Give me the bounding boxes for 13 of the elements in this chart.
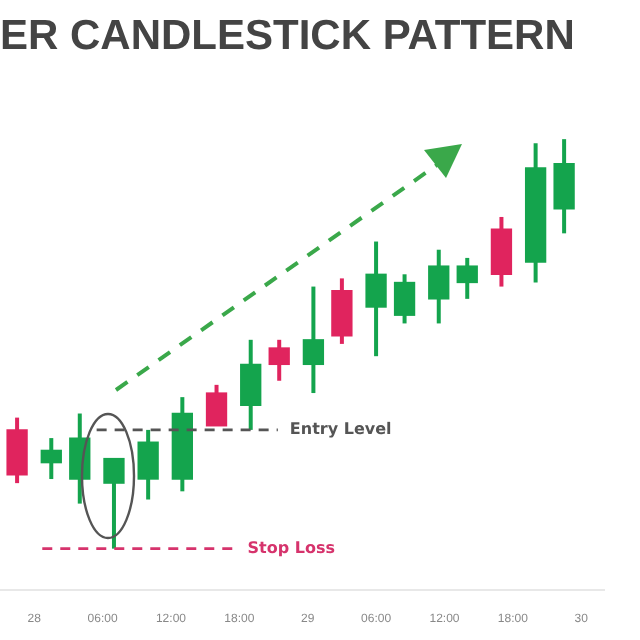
ref-line-label: Stop Loss xyxy=(247,538,336,557)
candlestick xyxy=(137,427,159,502)
candlestick xyxy=(365,239,387,359)
candlestick xyxy=(428,247,450,326)
candlestick xyxy=(393,272,416,326)
candlestick xyxy=(490,214,513,289)
chart-title: ER CANDLESTICK PATTERN xyxy=(0,12,575,59)
candlestick xyxy=(6,415,28,486)
candlestick xyxy=(103,456,125,551)
ref-line-label: Entry Level xyxy=(289,420,393,439)
candlestick xyxy=(268,337,290,383)
candlestick xyxy=(40,436,62,482)
candlestick xyxy=(331,276,353,346)
